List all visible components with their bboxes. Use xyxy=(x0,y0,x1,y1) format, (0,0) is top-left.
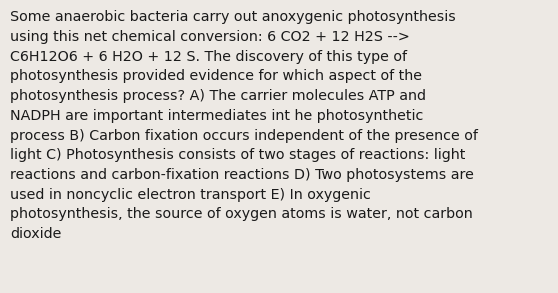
Text: Some anaerobic bacteria carry out anoxygenic photosynthesis
using this net chemi: Some anaerobic bacteria carry out anoxyg… xyxy=(10,10,478,241)
